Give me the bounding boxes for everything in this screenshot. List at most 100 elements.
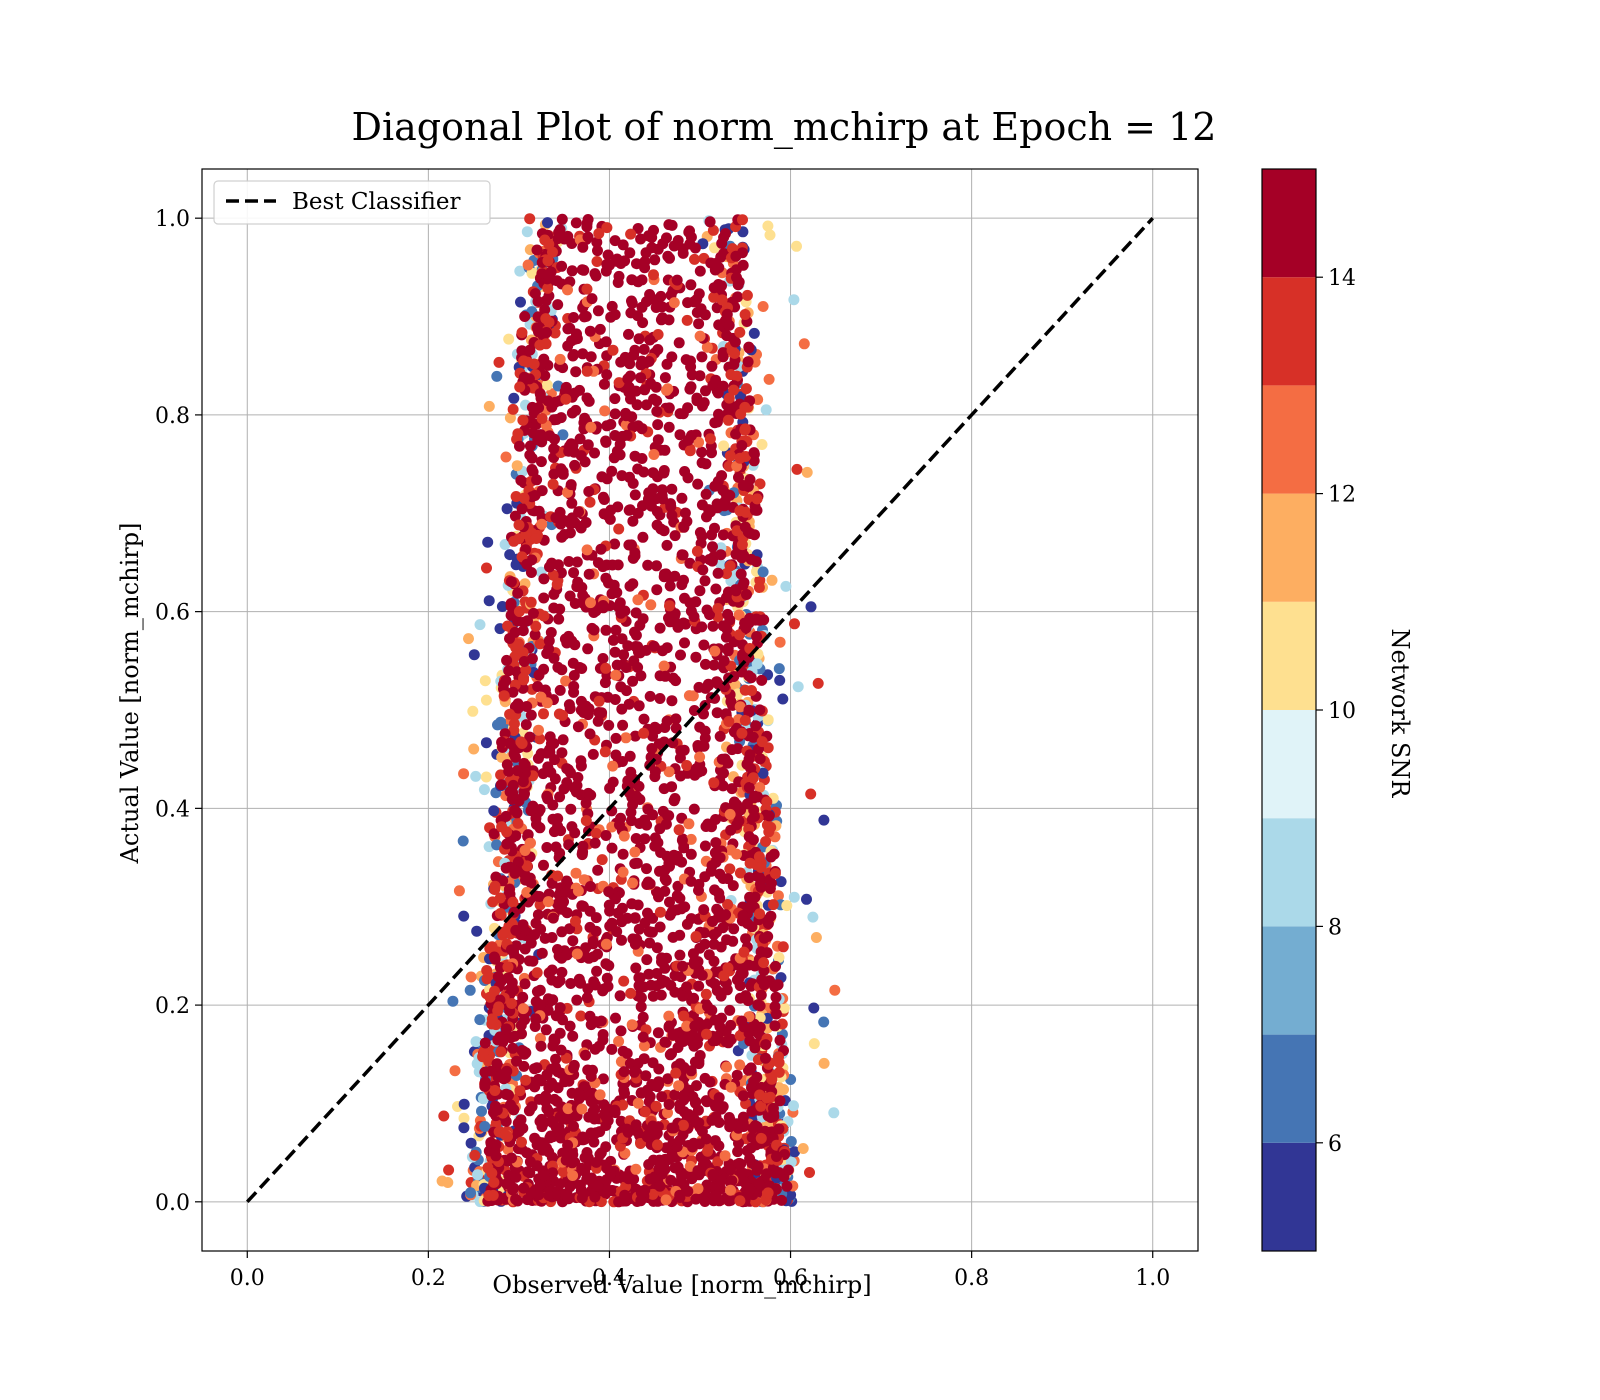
scatter-point xyxy=(624,247,636,259)
scatter-point xyxy=(674,1134,686,1146)
scatter-point xyxy=(707,916,718,927)
scatter-point xyxy=(588,1113,600,1125)
scatter-point xyxy=(532,681,544,692)
scatter-point xyxy=(545,627,557,638)
scatter-point xyxy=(590,925,602,937)
scatter-point xyxy=(479,1121,491,1132)
scatter-point xyxy=(588,1136,600,1148)
scatter-point xyxy=(754,478,766,490)
scatter-point xyxy=(567,1170,579,1181)
scatter-point xyxy=(621,429,633,441)
scatter-point xyxy=(761,796,773,808)
scatter-point xyxy=(721,1061,733,1073)
scatter-point xyxy=(654,693,666,704)
scatter-point xyxy=(627,552,639,564)
scatter-point xyxy=(570,217,582,229)
scatter-point xyxy=(808,1002,820,1014)
scatter-point xyxy=(709,1135,721,1147)
scatter-point xyxy=(577,348,589,360)
scatter-point xyxy=(677,960,688,972)
scatter-point xyxy=(504,549,516,561)
scatter-point xyxy=(622,1126,634,1138)
scatter-point xyxy=(489,880,501,892)
scatter-point xyxy=(693,980,705,992)
scatter-point xyxy=(757,566,769,578)
scatter-point xyxy=(596,707,608,719)
scatter-point xyxy=(663,1099,675,1110)
scatter-point xyxy=(535,429,547,441)
scatter-point xyxy=(522,1166,534,1178)
scatter-point xyxy=(514,265,526,277)
scatter-point xyxy=(710,583,722,595)
scatter-point xyxy=(729,679,741,691)
scatter-point xyxy=(552,977,564,989)
scatter-point xyxy=(767,899,779,911)
scatter-point xyxy=(807,911,819,923)
scatter-point xyxy=(648,640,660,652)
scatter-point xyxy=(727,935,739,947)
scatter-point xyxy=(600,624,612,636)
scatter-point xyxy=(751,504,763,516)
scatter-point xyxy=(520,719,532,731)
scatter-point xyxy=(694,751,706,763)
scatter-point xyxy=(574,384,585,396)
scatter-point xyxy=(539,932,551,944)
scatter-point xyxy=(679,592,690,604)
scatter-point xyxy=(556,531,568,543)
scatter-point xyxy=(545,766,557,778)
colorbar-band xyxy=(1262,385,1316,494)
scatter-point xyxy=(507,686,519,698)
scatter-point xyxy=(648,269,659,281)
scatter-point xyxy=(491,370,503,382)
scatter-point xyxy=(711,707,723,719)
scatter-point xyxy=(570,915,581,927)
scatter-point xyxy=(665,501,677,513)
scatter-point xyxy=(702,1000,713,1012)
colorbar-band xyxy=(1262,818,1316,927)
legend-box xyxy=(213,180,491,225)
scatter-point xyxy=(725,1184,736,1196)
scatter-point xyxy=(688,611,700,623)
scatter-point xyxy=(554,684,566,696)
scatter-point xyxy=(745,1062,757,1074)
scatter-point xyxy=(598,378,610,390)
scatter-point xyxy=(601,1162,613,1174)
scatter-point xyxy=(632,661,644,673)
scatter-point xyxy=(577,1131,589,1143)
scatter-point xyxy=(702,1145,714,1157)
scatter-point xyxy=(580,942,592,954)
scatter-point xyxy=(568,349,580,360)
scatter-point xyxy=(755,989,767,1001)
scatter-point xyxy=(605,1185,617,1197)
scatter-point xyxy=(581,544,593,556)
scatter-point xyxy=(791,240,802,252)
scatter-point xyxy=(542,217,553,229)
scatter-point xyxy=(630,1163,642,1175)
scatter-point xyxy=(651,584,663,596)
scatter-point xyxy=(607,344,619,356)
scatter-point xyxy=(623,539,635,551)
scatter-point xyxy=(682,402,694,414)
scatter-point xyxy=(777,941,789,953)
scatter-point xyxy=(629,938,641,950)
scatter-point xyxy=(693,436,705,448)
scatter-point xyxy=(717,922,729,934)
scatter-point xyxy=(748,447,760,459)
scatter-point xyxy=(657,238,669,250)
scatter-point xyxy=(688,1137,700,1149)
scatter-point xyxy=(580,1049,591,1061)
scatter-point xyxy=(761,1092,773,1104)
scatter-point xyxy=(644,937,656,949)
scatter-point xyxy=(763,826,775,838)
scatter-point xyxy=(587,936,599,947)
scatter-point xyxy=(693,1058,705,1070)
scatter-point xyxy=(597,1073,609,1085)
scatter-point xyxy=(710,1035,722,1047)
scatter-point xyxy=(746,685,757,696)
scatter-point xyxy=(642,559,654,571)
scatter-point xyxy=(515,296,526,308)
scatter-point xyxy=(664,1049,676,1061)
scatter-point xyxy=(732,1146,744,1158)
scatter-point xyxy=(690,1193,702,1205)
scatter-point xyxy=(668,1122,680,1134)
